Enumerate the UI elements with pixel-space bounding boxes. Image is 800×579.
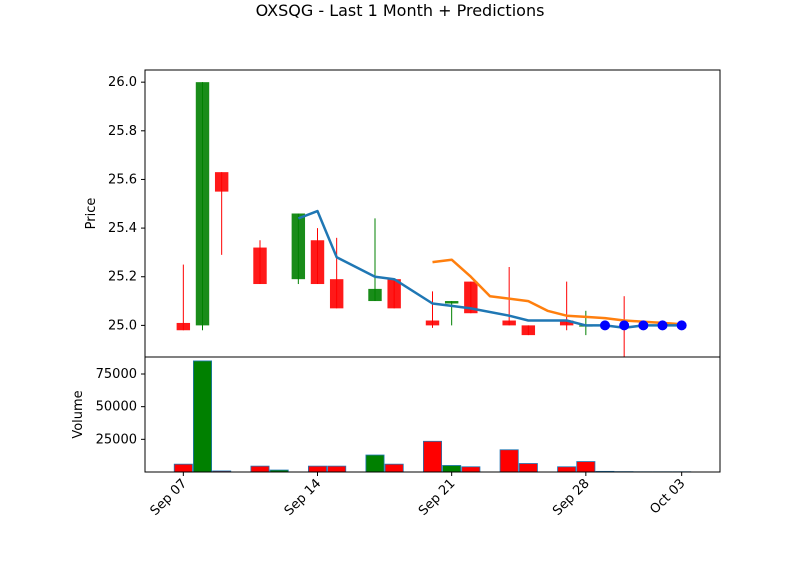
date-xtick-label: Sep 28 [550, 476, 593, 519]
volume-ytick-label: 50000 [96, 400, 137, 415]
candle-body [330, 279, 343, 308]
candle-body [426, 321, 439, 326]
price-ytick-label: 25.0 [108, 318, 137, 333]
volume-bar [328, 466, 346, 472]
volume-panel: 25000 50000 75000 Volume Sep 07 Sep 14 Sep 21 S… [71, 357, 720, 519]
candle-body [196, 82, 209, 325]
volume-bar [193, 361, 211, 472]
volume-bar [251, 466, 269, 472]
candle-body [177, 323, 190, 330]
candle-body [502, 321, 515, 326]
price-ytick-label: 25.4 [108, 221, 137, 236]
volume-bar [174, 464, 192, 472]
date-xtick-label: Oct 03 [647, 476, 688, 517]
volume-bar [462, 467, 480, 472]
volume-bar [577, 462, 595, 472]
price-ytick-label: 25.6 [108, 172, 137, 187]
date-xtick-label: Sep 14 [282, 476, 325, 519]
volume-bar [519, 464, 537, 472]
candle-body [253, 248, 266, 284]
candle-body [292, 214, 305, 280]
volume-bar [366, 455, 384, 472]
volume-ylabel: Volume [71, 390, 86, 438]
volume-bar [443, 465, 461, 472]
candle-body [522, 325, 535, 335]
candle-body [368, 289, 381, 301]
chart-title: OXSQG - Last 1 Month + Predictions [256, 1, 545, 20]
candle-body [215, 172, 228, 191]
price-ytick-label: 26.0 [108, 75, 137, 90]
prediction-point [677, 320, 687, 330]
prediction-point [658, 320, 668, 330]
volume-bar [385, 464, 403, 472]
volume-bar [500, 450, 518, 472]
volume-bar [308, 466, 326, 472]
candle-body [311, 240, 324, 284]
prediction-point [638, 320, 648, 330]
price-ylabel: Price [84, 198, 99, 230]
prediction-point [619, 320, 629, 330]
price-panel: 25.0 25.2 25.4 25.6 25.8 26.0 Price [84, 70, 720, 357]
price-ytick-label: 25.2 [108, 270, 137, 285]
candle-body [445, 301, 458, 303]
prediction-point [600, 320, 610, 330]
date-xtick-label: Sep 21 [416, 476, 459, 519]
volume-ytick-label: 75000 [96, 367, 137, 382]
date-xtick-label: Sep 07 [148, 476, 191, 519]
price-ytick-label: 25.8 [108, 124, 137, 139]
volume-ytick-label: 25000 [96, 432, 137, 447]
volume-bar [423, 441, 441, 472]
volume-bar [558, 467, 576, 472]
